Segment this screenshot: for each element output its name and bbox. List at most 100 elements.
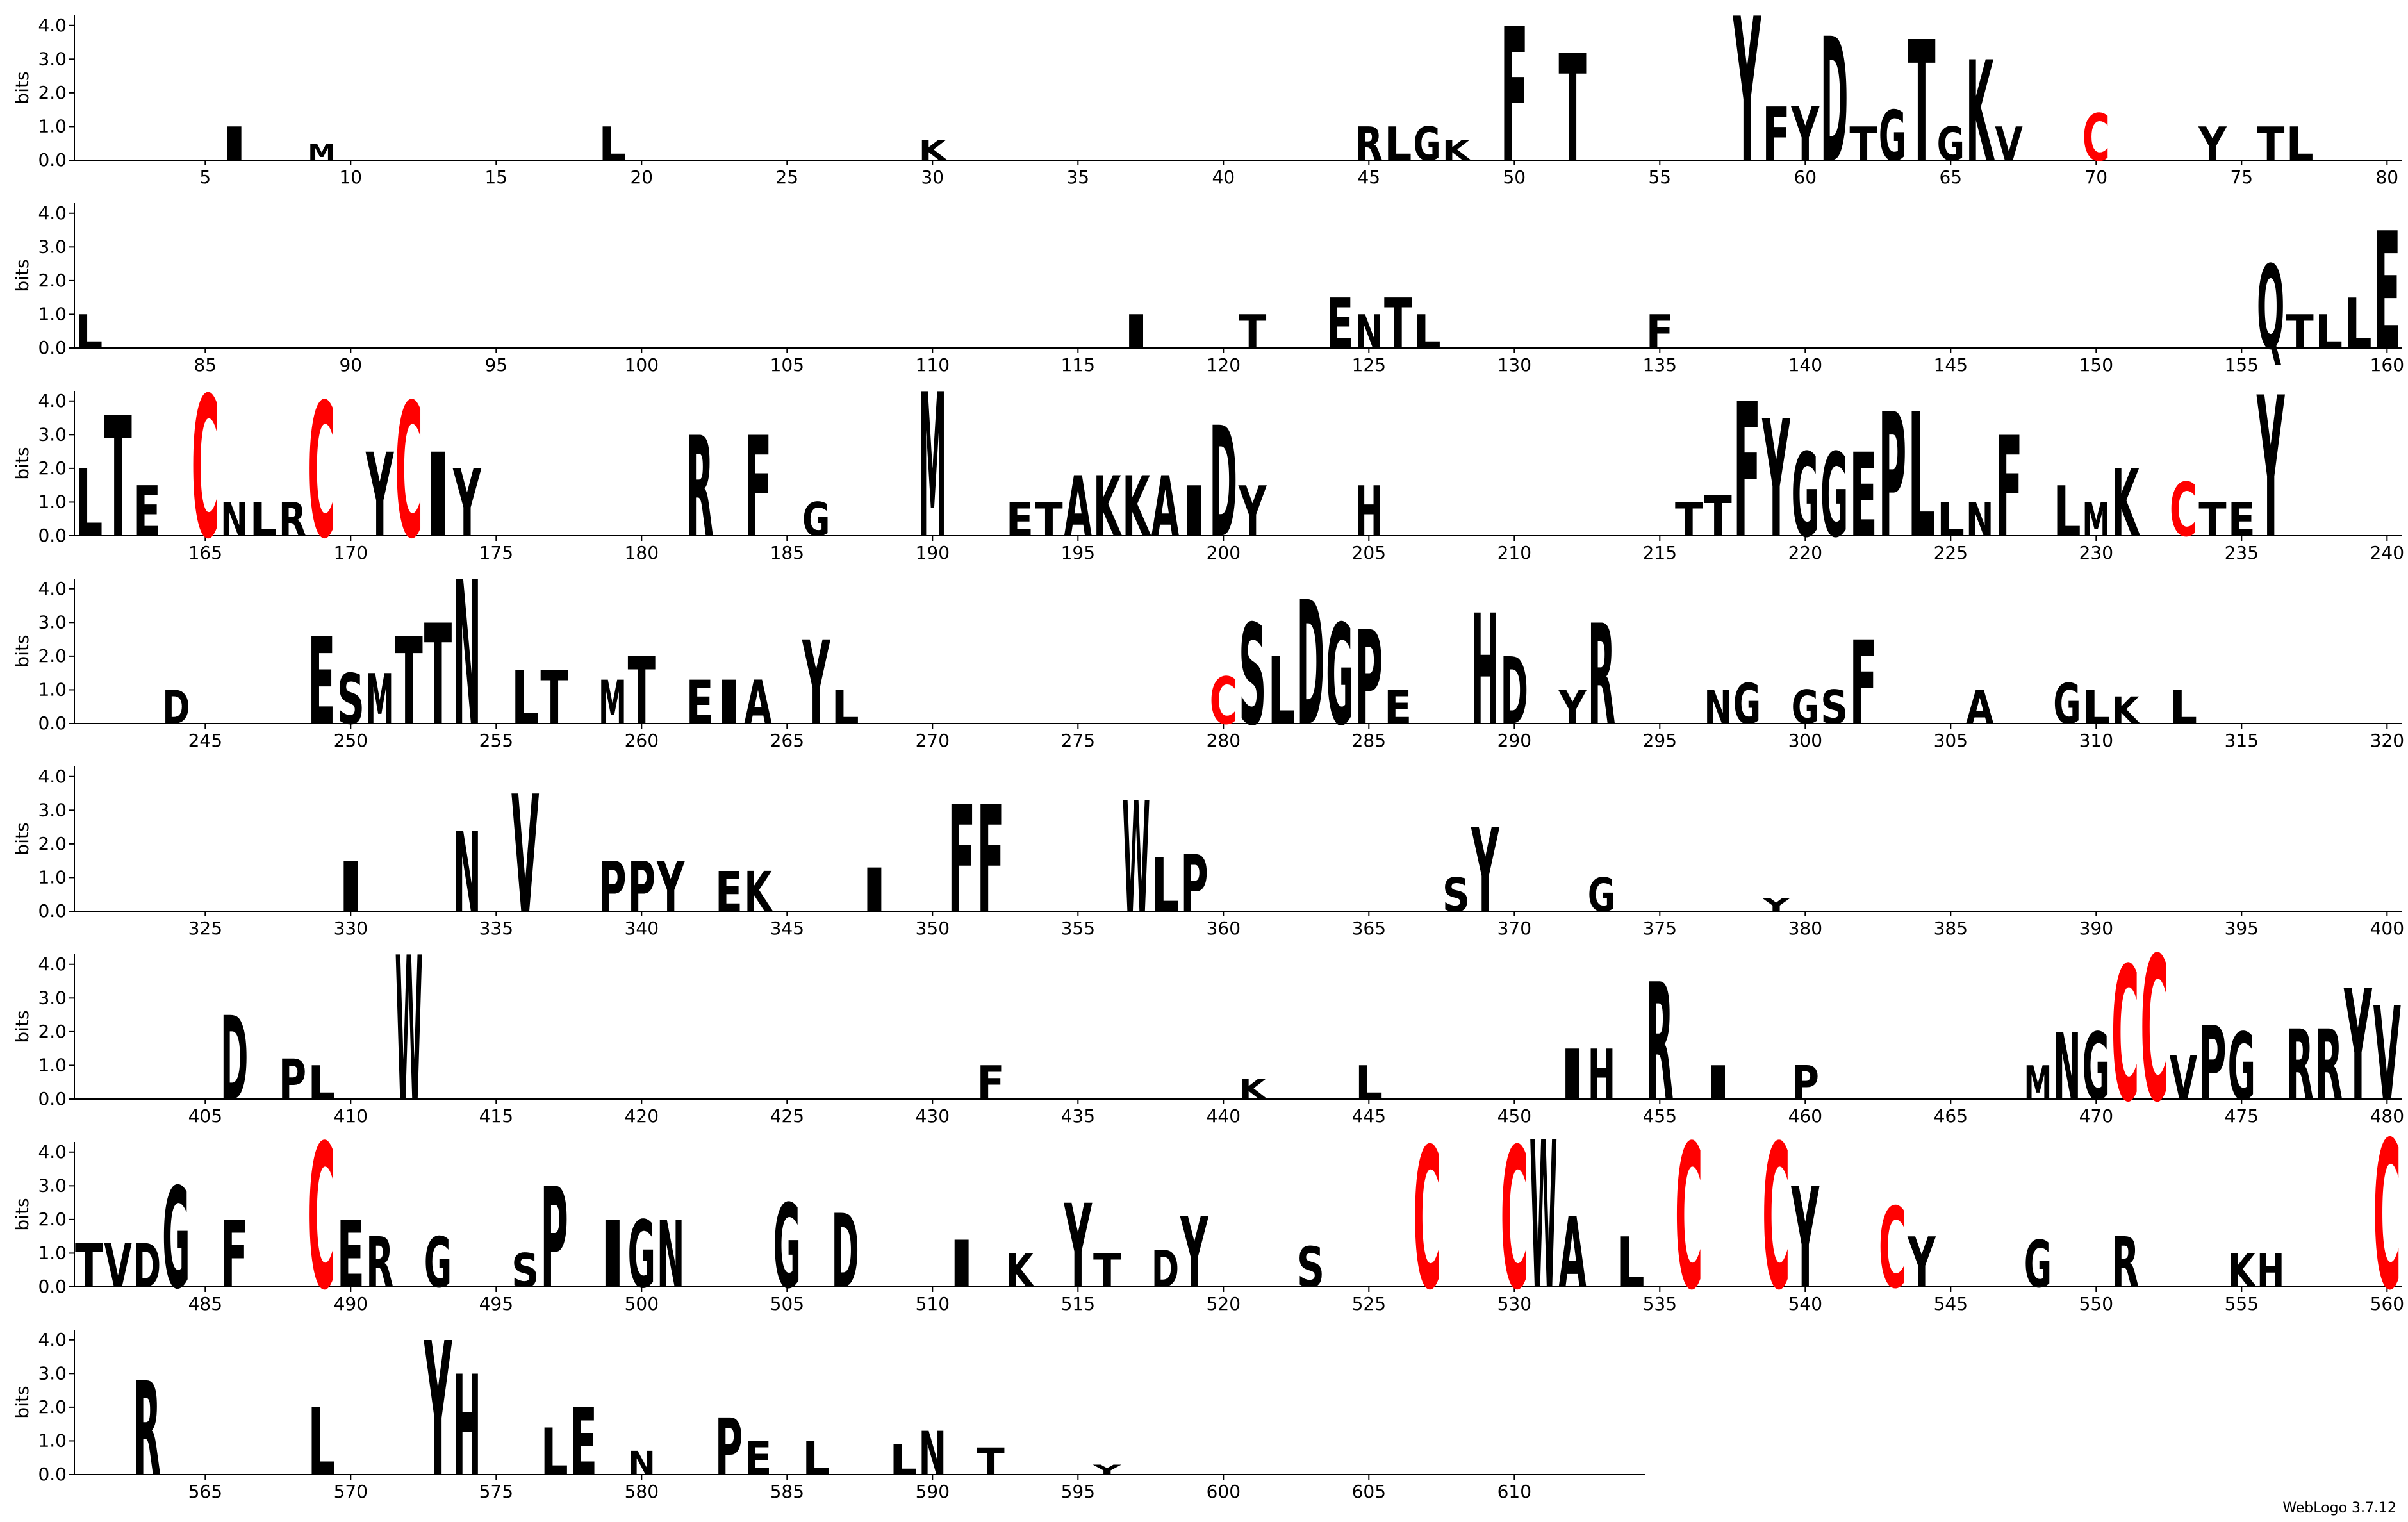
logo-letter: C	[1879, 1185, 1906, 1314]
x-tick-label: 605	[1352, 1481, 1386, 1502]
logo-letter: P	[1879, 378, 1906, 577]
logo-letter: T	[104, 383, 131, 575]
logo-letter: L	[1267, 639, 1295, 746]
logo-letter: T	[1675, 493, 1703, 547]
logo-letter: L	[2053, 471, 2081, 552]
x-tick-label: 495	[479, 1293, 513, 1314]
y-tick-label: 3.0	[38, 987, 67, 1008]
logo-letter: E	[133, 471, 161, 552]
logo-letter: N	[657, 1202, 684, 1309]
logo-letter: N	[453, 540, 481, 771]
x-tick-label: 445	[1352, 1105, 1386, 1127]
x-tick-label: 470	[2079, 1105, 2113, 1127]
logo-letter: D	[1820, 3, 1848, 201]
x-tick-label: 340	[625, 918, 659, 939]
x-tick-label: 5	[199, 167, 211, 188]
x-tick-label: 580	[625, 1481, 659, 1502]
logo-letter: K	[2111, 690, 2140, 732]
logo-letter: Y	[2198, 117, 2227, 171]
x-tick-label: 125	[1352, 354, 1386, 376]
logo-letter: G	[2024, 1227, 2052, 1302]
logo-letter: E	[1006, 493, 1034, 547]
logo-letter: L	[2344, 283, 2371, 365]
logo-letter: L	[598, 117, 626, 171]
logo-letter: V	[2170, 1043, 2197, 1113]
x-tick-label: 225	[1934, 542, 1968, 563]
x-tick-label: 210	[1497, 542, 1531, 563]
logo-letter: G	[2228, 1014, 2255, 1121]
x-tick-label: 60	[1794, 167, 1817, 188]
x-tick-label: 560	[2370, 1293, 2404, 1314]
x-tick-label: 165	[188, 542, 222, 563]
logo-letter: V	[104, 1231, 131, 1301]
x-tick-label: 200	[1207, 542, 1241, 563]
logo-letter: Y	[1180, 1198, 1208, 1311]
logo-letter: G	[1937, 117, 1965, 171]
logo-letter: R	[1646, 950, 1674, 1137]
x-tick-label: 275	[1061, 730, 1095, 751]
x-tick-label: 380	[1788, 918, 1822, 939]
x-tick-label: 430	[916, 1105, 950, 1127]
x-tick-label: 520	[1207, 1293, 1241, 1314]
logo-row: 0.0 1.0 2.0 3.0 4.0 bits 85 90 95 100 105 110 115 120…	[12, 199, 2404, 386]
logo-letter: S	[1442, 868, 1470, 922]
x-tick-label: 190	[916, 542, 950, 563]
logo-letter: T	[424, 595, 452, 757]
x-tick-label: 320	[2370, 730, 2404, 751]
logo-letter: H	[1471, 583, 1499, 759]
logo-letter: L	[889, 1436, 917, 1484]
logo-letter: L	[831, 681, 859, 734]
logo-letter: H	[2257, 1244, 2284, 1298]
x-tick-label: 250	[334, 730, 368, 751]
x-tick-label: 435	[1061, 1105, 1095, 1127]
y-tick-label: 1.0	[38, 1430, 67, 1451]
logo-letter: C	[1413, 1108, 1440, 1334]
y-tick-label: 0.0	[38, 900, 67, 922]
logo-letter: T	[2198, 493, 2226, 547]
logo-letter: D	[1297, 566, 1324, 765]
logo-letter: Y	[1471, 805, 1499, 939]
x-tick-label: 170	[334, 542, 368, 563]
x-tick-label: 40	[1212, 167, 1235, 188]
y-axis-label: bits	[12, 822, 33, 855]
x-tick-label: 150	[2079, 354, 2113, 376]
logo-letter: L	[1151, 843, 1179, 929]
logo-letter: Q	[2257, 242, 2284, 376]
x-tick-label: 455	[1643, 1105, 1677, 1127]
x-tick-label: 105	[770, 354, 804, 376]
logo-letter: L	[802, 1432, 830, 1485]
x-tick-label: 85	[194, 354, 217, 376]
logo-letter: F	[1646, 305, 1674, 359]
logo-letter: P	[540, 1159, 568, 1320]
x-tick-label: 600	[1207, 1481, 1241, 1502]
logo-letter: Y	[1558, 681, 1587, 734]
x-tick-label: 360	[1207, 918, 1241, 939]
x-tick-label: 555	[2225, 1293, 2259, 1314]
logo-letter: L	[2082, 681, 2110, 734]
x-tick-label: 310	[2079, 730, 2113, 751]
logo-letter: K	[1006, 1244, 1035, 1298]
logo-letter: D	[831, 1193, 859, 1311]
x-tick-label: 345	[770, 918, 804, 939]
x-tick-label: 220	[1788, 542, 1822, 563]
x-tick-label: 595	[1061, 1481, 1095, 1502]
logo-letter: R	[279, 493, 306, 547]
logo-letter: I	[715, 668, 743, 738]
y-tick-label: 0.0	[38, 1464, 67, 1485]
y-tick-label: 1.0	[38, 1242, 67, 1263]
y-axis-label: bits	[12, 259, 33, 292]
x-tick-label: 550	[2079, 1293, 2113, 1314]
logo-letter: K	[1442, 135, 1472, 167]
x-tick-label: 565	[188, 1481, 222, 1502]
logo-letter: E	[1326, 283, 1353, 365]
logo-letter: N	[1704, 681, 1731, 734]
logo-letter: L	[2170, 681, 2197, 734]
logo-letter: N	[919, 1419, 946, 1489]
logo-letter: Y	[1790, 92, 1820, 178]
x-tick-label: 395	[2225, 918, 2259, 939]
x-tick-label: 375	[1643, 918, 1677, 939]
logo-letter: G	[1792, 681, 1819, 734]
logo-letter: I	[598, 1202, 626, 1309]
y-tick-label: 4.0	[38, 1329, 67, 1350]
x-tick-label: 15	[484, 167, 507, 188]
